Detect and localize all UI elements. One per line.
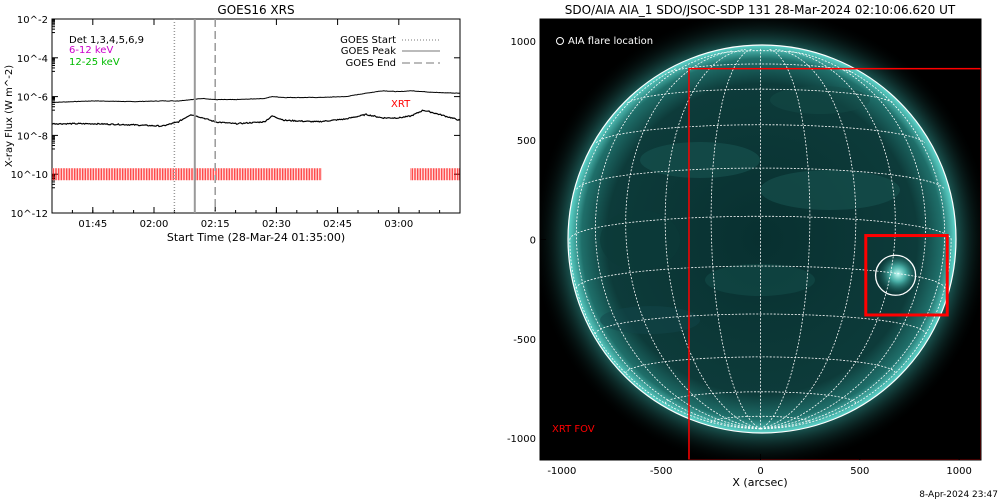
grid-line [760, 50, 896, 430]
goes-xlabel: Start Time (28-Mar-24 01:35:00) [167, 231, 345, 244]
grid-line [710, 415, 811, 423]
grid-line [576, 167, 945, 190]
grid-line [596, 124, 925, 144]
aia-yticks: 1000 500 0 -500 -1000 [507, 37, 546, 445]
grid-line [760, 239, 952, 430]
goes-series-line [52, 90, 460, 104]
aia-xtick-label: -1000 [547, 466, 576, 477]
goes-yticks: 10^-2 10^-4 10^-6 10^-8 10^-10 10^-12 [11, 15, 460, 220]
grid-line [664, 391, 857, 404]
legend-goes-end: GOES End [346, 58, 396, 69]
goes-xtick-label: 02:15 [201, 219, 230, 230]
aia-xtick-label: 1000 [946, 466, 971, 477]
legend-channel-det: Det 1,3,4,5,6,9 [69, 35, 144, 46]
goes-xtick-label: 02:30 [262, 219, 291, 230]
xrt-fov-box [864, 234, 949, 317]
goes-markers [173, 19, 216, 213]
flare-legend-icon [556, 37, 564, 45]
goes-series [52, 90, 460, 128]
solar-limb [567, 44, 957, 434]
aia-ytick-label: -500 [513, 335, 536, 346]
goes-xtick-label: 01:45 [78, 219, 107, 230]
legend-goes-start: GOES Start [340, 35, 396, 46]
aia-panel: SDO/AIA AIA_1 SDO/JSOC-SDP 131 28-Mar-20… [507, 3, 982, 489]
aia-ytick-label: 1000 [511, 37, 536, 48]
grid-line [594, 53, 761, 430]
aia-title: SDO/AIA AIA_1 SDO/JSOC-SDP 131 28-Mar-20… [565, 3, 956, 17]
grid-line [575, 265, 946, 289]
grid-line [760, 48, 811, 430]
aia-ytick-label: 500 [517, 136, 536, 147]
goes-title: GOES16 XRS [217, 3, 294, 17]
xrt-fov-label: XRT FOV [552, 424, 595, 435]
aia-xticks: -1000 -500 0 500 1000 [547, 454, 972, 477]
disk-texture [600, 86, 900, 334]
legend-goes-peak: GOES Peak [341, 46, 396, 57]
goes-ytick-label: 10^-6 [17, 93, 48, 104]
legend-channel-6-12: 6-12 keV [69, 45, 113, 56]
grid-line [625, 356, 896, 374]
aia-xlabel: X (arcsec) [732, 476, 787, 489]
flare-brightening [878, 254, 918, 294]
goes-ytick-label: 10^-2 [17, 15, 48, 26]
aia-xtick-label: 500 [850, 466, 869, 477]
grid-line [569, 215, 952, 240]
grid-line [627, 88, 894, 104]
flare-location-circle [874, 254, 917, 296]
aia-legend: AIA flare location [568, 36, 653, 47]
goes-ytick-label: 10^-8 [17, 131, 48, 142]
grid-line [664, 49, 761, 430]
xrt-coverage-bars [52, 168, 460, 181]
goes-series-line [52, 109, 460, 128]
solar-disk [568, 45, 956, 433]
goes-ylabel: X-ray Flux (W m^-2) [4, 65, 15, 167]
xrt-label: XRT [391, 99, 411, 110]
grid-line [594, 313, 927, 335]
goes-xtick-label: 02:45 [323, 219, 352, 230]
aia-ytick-label: -1000 [507, 434, 536, 445]
footer-timestamp: 8-Apr-2024 23:47 [919, 490, 998, 500]
grid-line [710, 48, 761, 430]
legend-channel-12-25: 12-25 keV [69, 57, 120, 68]
goes-xtick-label: 03:00 [384, 219, 413, 230]
goes-ytick-label: 10^-4 [17, 54, 48, 65]
goes-ytick-label: 10^-12 [11, 209, 48, 220]
grid-line [625, 50, 761, 430]
goes-ytick-label: 10^-10 [11, 170, 48, 181]
goes-panel: GOES16 XRS X-ray Flux (W m^-2) Start Tim… [4, 3, 461, 244]
grid-line [760, 49, 857, 430]
grid-line [760, 53, 927, 430]
goes-xtick-label: 02:00 [140, 219, 169, 230]
grid-line [717, 50, 804, 55]
aia-xtick-label: -500 [650, 466, 673, 477]
heliographic-grid [569, 48, 952, 430]
aia-ytick-label: 0 [530, 236, 536, 247]
aia-xtick-label: 0 [757, 466, 763, 477]
